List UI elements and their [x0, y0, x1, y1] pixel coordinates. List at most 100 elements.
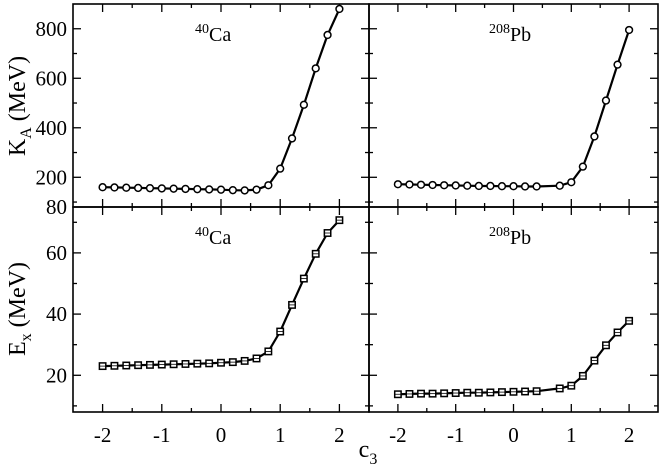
x-axis-label: c3 — [359, 437, 378, 468]
data-point — [157, 184, 166, 193]
data-point — [205, 185, 214, 194]
y-ticks — [369, 28, 658, 203]
data-point — [613, 60, 622, 69]
bottom-y-axis-label-unit: (MeV) — [5, 262, 31, 333]
data-point — [133, 183, 143, 193]
x-tick-label: -2 — [389, 423, 407, 447]
x-ticks — [397, 4, 630, 207]
x-ticks — [101, 4, 341, 207]
data-point — [181, 184, 190, 194]
panel-top-right: 208Pb — [368, 3, 659, 208]
bottom-y-axis-label: Ex (MeV) — [5, 262, 35, 356]
panel-label-main: Ca — [209, 24, 231, 46]
panel-bottom-right: -2 -1 0 1 2 208Pb — [368, 206, 659, 447]
data-point — [299, 100, 309, 109]
data-point — [578, 162, 588, 171]
top-y-axis-label: KA (MeV) — [5, 56, 35, 156]
markers — [98, 216, 344, 371]
data-point — [122, 183, 131, 192]
data-point — [98, 183, 107, 192]
data-point — [228, 186, 237, 195]
panel-label-sup: 40 — [195, 22, 209, 37]
data-point — [555, 181, 564, 190]
data-point — [110, 183, 119, 192]
panel-nucleus-label: 208Pb — [489, 22, 531, 46]
data-point — [590, 132, 599, 141]
panel-nucleus-label: 208Pb — [489, 225, 531, 249]
data-point — [451, 181, 460, 190]
x-tick-label: 0 — [508, 423, 519, 447]
data-point — [323, 30, 332, 40]
x-tick-label: 2 — [334, 423, 345, 447]
data-point — [532, 182, 541, 191]
top-y-axis-label-main: K — [5, 138, 31, 156]
bottom-y-axis-label-main: E — [5, 341, 31, 356]
data-point — [497, 182, 507, 191]
data-point — [216, 185, 226, 194]
data-point — [416, 180, 426, 189]
panel-label-main: Pb — [510, 227, 531, 249]
data-point — [311, 64, 320, 73]
data-point — [624, 25, 634, 35]
data-point — [145, 184, 155, 193]
y-tick-label: 20 — [46, 363, 67, 387]
top-y-axis-label-unit: (MeV) — [5, 56, 31, 127]
x-tick-label: 2 — [624, 423, 635, 447]
data-point — [486, 181, 495, 191]
y-tick-label: 200 — [36, 165, 68, 189]
x-tick-label: -2 — [94, 423, 112, 447]
data-point — [276, 164, 285, 173]
y-ticks: 80 200 400 600 800 — [36, 17, 369, 219]
x-tick-label: 1 — [275, 423, 286, 447]
data-point — [601, 96, 611, 105]
x-tick-label: -1 — [447, 423, 465, 447]
x-tick-label: 0 — [216, 423, 227, 447]
x-ticks: -2 -1 0 1 2 — [389, 207, 634, 447]
markers — [393, 25, 634, 191]
y-ticks: 20 40 60 — [46, 221, 369, 407]
y-tick-label: 60 — [46, 241, 67, 265]
data-point — [193, 185, 202, 194]
panel-label-sup: 208 — [489, 225, 510, 240]
x-ticks: -2 -1 0 1 2 — [94, 207, 345, 447]
data-point — [509, 182, 518, 191]
panel-nucleus-label: 40Ca — [195, 225, 231, 249]
data-point — [287, 134, 297, 143]
data-point — [252, 185, 261, 194]
panel-nucleus-label: 40Ca — [195, 22, 231, 46]
data-point — [240, 186, 249, 195]
x-axis-label-sub: 3 — [369, 451, 377, 468]
y-tick-label: 80 — [46, 195, 67, 219]
data-point — [393, 180, 403, 189]
x-tick-label: -1 — [153, 423, 171, 447]
y-tick-label: 400 — [36, 116, 68, 140]
data-point — [520, 182, 530, 191]
panel-label-main: Ca — [209, 227, 231, 249]
top-y-axis-label-sub: A — [18, 127, 35, 139]
data-point — [567, 178, 576, 187]
data-point — [439, 181, 449, 190]
y-tick-label: 800 — [36, 17, 68, 41]
bottom-y-axis-label-sub: x — [18, 333, 35, 341]
y-tick-label: 600 — [36, 66, 68, 90]
panel-top-left: 80 200 400 600 800 40Ca — [36, 3, 370, 219]
data-point — [474, 181, 483, 191]
panel-label-main: Pb — [510, 24, 531, 46]
markers — [393, 316, 634, 399]
data-point — [264, 181, 273, 190]
data-point — [169, 184, 178, 193]
panel-label-sup: 208 — [489, 22, 510, 37]
data-point — [405, 180, 414, 189]
x-axis-label-main: c — [359, 437, 370, 463]
panel-label-sup: 40 — [195, 225, 209, 240]
data-point — [463, 181, 472, 190]
series-line — [397, 29, 631, 188]
y-ticks — [369, 221, 658, 407]
x-tick-label: 1 — [566, 423, 577, 447]
y-tick-label: 40 — [46, 302, 67, 326]
markers — [98, 4, 344, 195]
data-point — [335, 4, 344, 14]
